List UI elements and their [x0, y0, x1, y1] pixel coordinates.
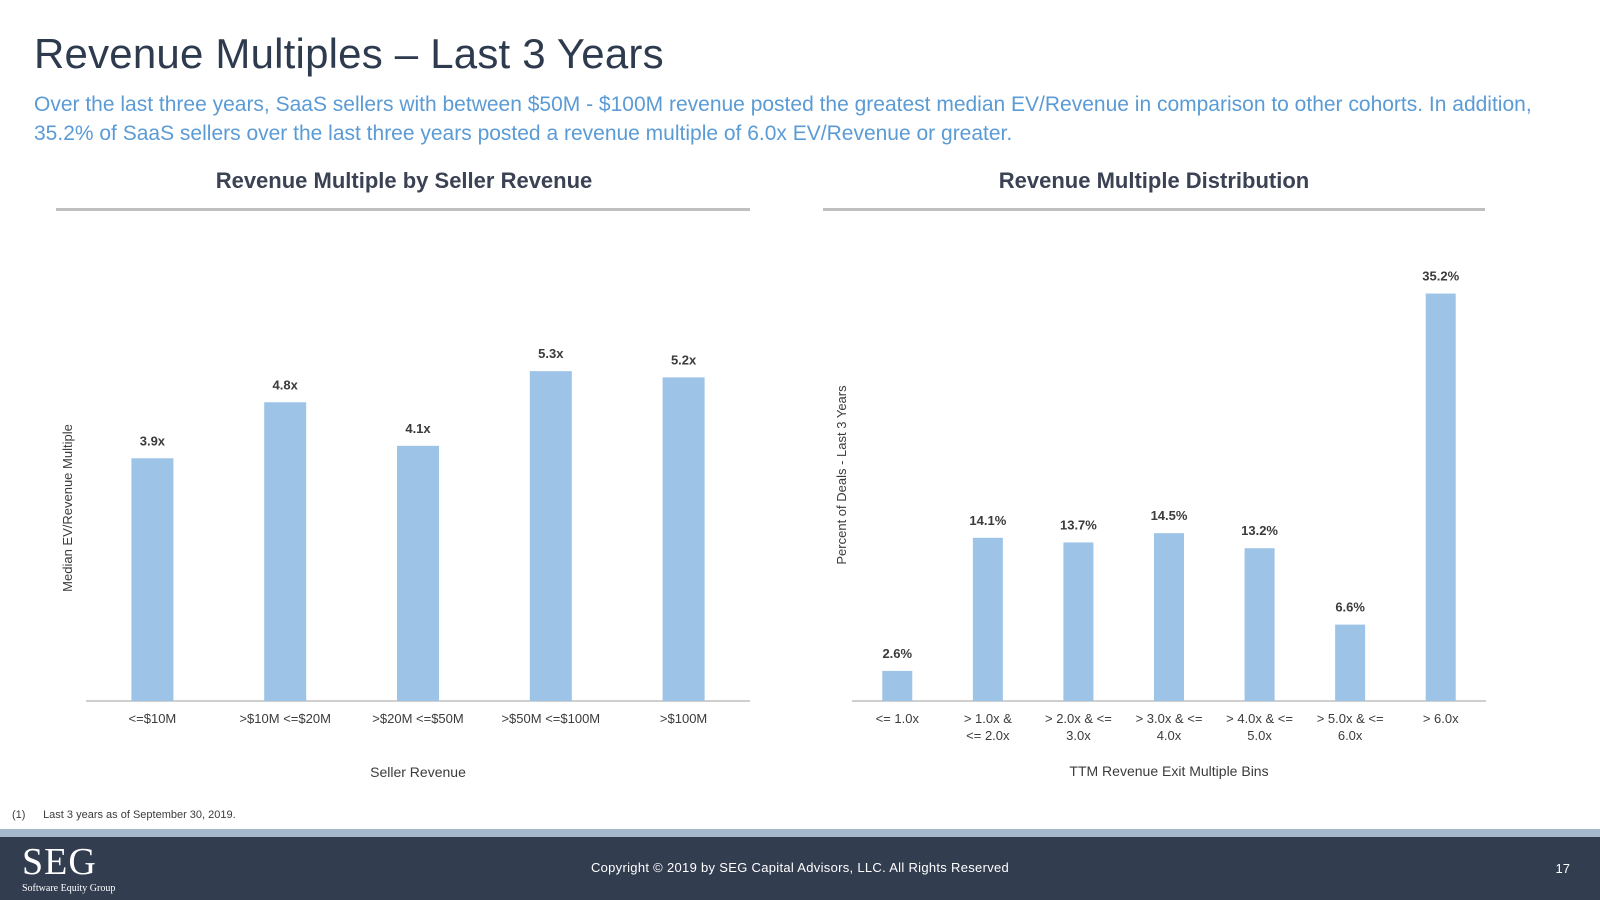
footnote-text: Last 3 years as of September 30, 2019. [43, 809, 236, 821]
bar-4 [1154, 533, 1184, 701]
data-label-2: 4.8x [273, 377, 299, 392]
x-tick-label-4: > 3.0x & <= 4.0x [1136, 711, 1203, 743]
seller-revenue-bar-chart: 3.9x <=$10M 4.8x >$10M <=$20M 4.1x >$20M <=$5… [60, 346, 750, 780]
right-chart-title-rule [823, 208, 1485, 211]
left-chart-title-rule [56, 208, 750, 211]
multiple-distribution-bar-chart: 2.6% <= 1.0x 14.1% > 1.0x & <= 2.0x 13.7% > 2.… [834, 269, 1486, 779]
footnote-number: (1) [12, 809, 26, 821]
data-label-1: 3.9x [140, 433, 166, 448]
page-title: Revenue Multiples – Last 3 Years [34, 30, 664, 77]
bar-4 [529, 371, 572, 701]
logo-tagline: Software Equity Group [22, 883, 116, 894]
data-label-2: 14.1% [969, 513, 1006, 528]
page-number: 17 [1555, 861, 1570, 876]
x-tick-label-6: > 5.0x & <= 6.0x [1317, 711, 1384, 743]
left-chart-title: Revenue Multiple by Seller Revenue [215, 168, 593, 193]
x-tick-label-5: >$100M [660, 711, 707, 726]
x-tick-label-2: > 1.0x & <= 2.0x [964, 711, 1012, 743]
page-subtitle: Over the last three years, SaaS sellers … [34, 93, 1532, 145]
x-tick-label-3: > 2.0x & <= 3.0x [1045, 711, 1112, 743]
x-tick-label-4: >$50M <=$100M [501, 711, 600, 726]
data-label-5: 5.2x [671, 352, 697, 367]
data-label-7: 35.2% [1422, 269, 1459, 284]
data-label-3: 13.7% [1060, 517, 1097, 532]
x-tick-label-7: > 6.0x [1423, 711, 1459, 726]
copyright-text: Copyright © 2019 by SEG Capital Advisors… [590, 860, 1010, 875]
bar-2 [264, 402, 307, 701]
bar-2 [972, 537, 1003, 701]
footer-stripe [0, 829, 1600, 837]
bar-6 [1335, 624, 1366, 701]
logo-wordmark: SEG [22, 841, 97, 883]
x-axis-title: TTM Revenue Exit Multiple Bins [1069, 763, 1268, 779]
x-tick-label-3: >$20M <=$50M [372, 711, 463, 726]
data-label-6: 6.6% [1335, 600, 1365, 615]
data-label-5: 13.2% [1241, 523, 1278, 538]
data-label-4: 14.5% [1151, 508, 1188, 523]
bar-3 [1063, 542, 1094, 701]
data-label-1: 2.6% [882, 646, 912, 661]
bar-5 [662, 377, 705, 701]
x-tick-label-5: > 4.0x & <= 5.0x [1226, 711, 1293, 743]
bar-5 [1244, 548, 1275, 701]
bar-7 [1425, 293, 1456, 701]
bar-3 [397, 445, 439, 701]
y-axis-title: Percent of Deals - Last 3 Years [834, 385, 849, 565]
x-axis-title: Seller Revenue [370, 764, 466, 780]
x-tick-label-1: <= 1.0x [876, 711, 920, 726]
data-label-4: 5.3x [538, 346, 564, 361]
bar-1 [131, 458, 174, 701]
x-tick-label-2: >$10M <=$20M [239, 711, 330, 726]
data-label-3: 4.1x [405, 421, 431, 436]
bar-1 [882, 670, 913, 701]
footnote: (1) Last 3 years as of September 30, 201… [12, 809, 236, 821]
right-chart-title: Revenue Multiple Distribution [998, 168, 1310, 193]
x-tick-label-1: <=$10M [129, 711, 177, 726]
footer-bar: SEG Software Equity Group Copyright © 20… [0, 837, 1600, 900]
seg-logo: SEG Software Equity Group [22, 843, 115, 895]
y-axis-title: Median EV/Revenue Multiple [60, 424, 75, 592]
